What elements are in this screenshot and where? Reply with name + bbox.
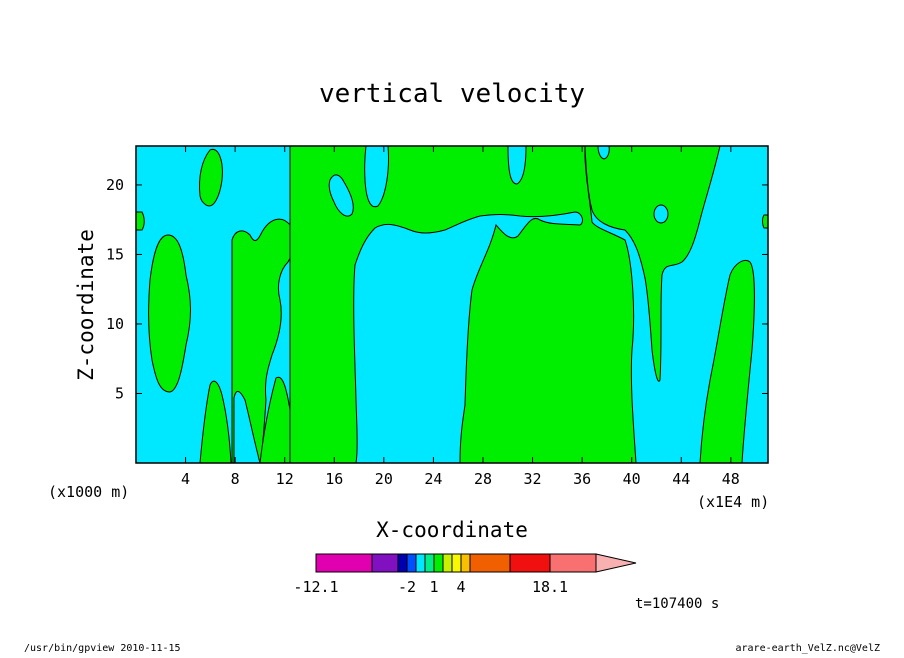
colorbar-cell bbox=[424, 553, 435, 573]
x-tick-label: 32 bbox=[524, 470, 542, 488]
hole-upper-20 bbox=[364, 145, 389, 208]
green-region-small-tip-right bbox=[762, 214, 769, 229]
time-label: t=107400 s bbox=[635, 596, 719, 612]
colorbar-cell bbox=[397, 553, 408, 573]
plot-frame bbox=[135, 145, 769, 464]
x-tick-marks bbox=[185, 146, 732, 463]
hole-upper-30 bbox=[507, 145, 527, 185]
x-tick-label: 36 bbox=[573, 470, 591, 488]
plot-area bbox=[135, 145, 769, 464]
y-tick-label: 10 bbox=[106, 315, 124, 333]
green-region-small-tip-left bbox=[135, 211, 145, 231]
colorbar-label: -12.1 bbox=[293, 578, 338, 596]
hole-right-small bbox=[653, 204, 669, 224]
x-tick-label: 40 bbox=[623, 470, 641, 488]
colorbar bbox=[315, 553, 637, 573]
colorbar-cell bbox=[415, 553, 426, 573]
y-tick-label: 15 bbox=[106, 245, 124, 263]
x-tick-label: 28 bbox=[474, 470, 492, 488]
hole-upper-16 bbox=[328, 174, 354, 217]
green-region-right-plume bbox=[699, 260, 755, 464]
y-tick-label: 5 bbox=[115, 384, 124, 402]
x-scale-note-left: (x1000 m) bbox=[48, 483, 129, 501]
colorbar-cell bbox=[451, 553, 462, 573]
x-tick-label: 16 bbox=[325, 470, 343, 488]
x-tick-label: 44 bbox=[672, 470, 690, 488]
x-tick-label: 12 bbox=[276, 470, 294, 488]
y-tick-marks bbox=[136, 184, 768, 394]
footer-left: /usr/bin/gpview 2010-11-15 bbox=[24, 643, 181, 654]
updraft-regions bbox=[135, 145, 769, 464]
y-axis-label: Z-coordinate bbox=[74, 229, 98, 381]
colorbar-label: -2 bbox=[398, 578, 416, 596]
green-region-right-tower bbox=[584, 145, 721, 382]
green-region-plume-12-16 bbox=[259, 376, 291, 464]
footer-right: arare-earth_VelZ.nc@VelZ bbox=[736, 643, 881, 654]
chart-title: vertical velocity bbox=[319, 79, 585, 109]
x-tick-label: 20 bbox=[375, 470, 393, 488]
colorbar-cell bbox=[315, 553, 373, 573]
y-tick-label: 20 bbox=[106, 176, 124, 194]
x-tick-label: 8 bbox=[231, 470, 240, 488]
downdraft-holes bbox=[328, 145, 669, 224]
green-region-left-lobe bbox=[148, 234, 191, 393]
colorbar-label: 18.1 bbox=[532, 578, 568, 596]
colorbar-labels: -12.1 -2 1 4 18.1 bbox=[293, 578, 568, 596]
green-region-small-plume bbox=[199, 380, 232, 464]
colorbar-label: 4 bbox=[456, 578, 465, 596]
x-tick-labels: 4 8 12 16 20 24 28 32 36 40 44 48 bbox=[181, 470, 740, 488]
colorbar-cell bbox=[460, 553, 471, 573]
colorbar-label: 1 bbox=[429, 578, 438, 596]
y-tick-labels: 5 10 15 20 bbox=[106, 176, 124, 403]
x-scale-note-right: (x1E4 m) bbox=[697, 493, 769, 511]
x-tick-label: 24 bbox=[424, 470, 442, 488]
colorbar-cell bbox=[549, 553, 597, 573]
x-axis-label: X-coordinate bbox=[376, 518, 528, 542]
green-region-upper-left-blob bbox=[199, 148, 223, 207]
colorbar-cell bbox=[406, 553, 417, 573]
x-tick-label: 4 bbox=[181, 470, 190, 488]
colorbar-cell bbox=[469, 553, 511, 573]
x-tick-label: 48 bbox=[722, 470, 740, 488]
hole-upper-38 bbox=[597, 145, 610, 160]
colorbar-cell bbox=[371, 553, 399, 573]
colorbar-cell bbox=[442, 553, 453, 573]
colorbar-cell bbox=[509, 553, 551, 573]
green-region-main-band bbox=[289, 145, 637, 464]
colorbar-extend-arrow bbox=[595, 553, 637, 573]
colorbar-cell bbox=[433, 553, 444, 573]
green-region-plume-8-12 bbox=[231, 218, 295, 464]
